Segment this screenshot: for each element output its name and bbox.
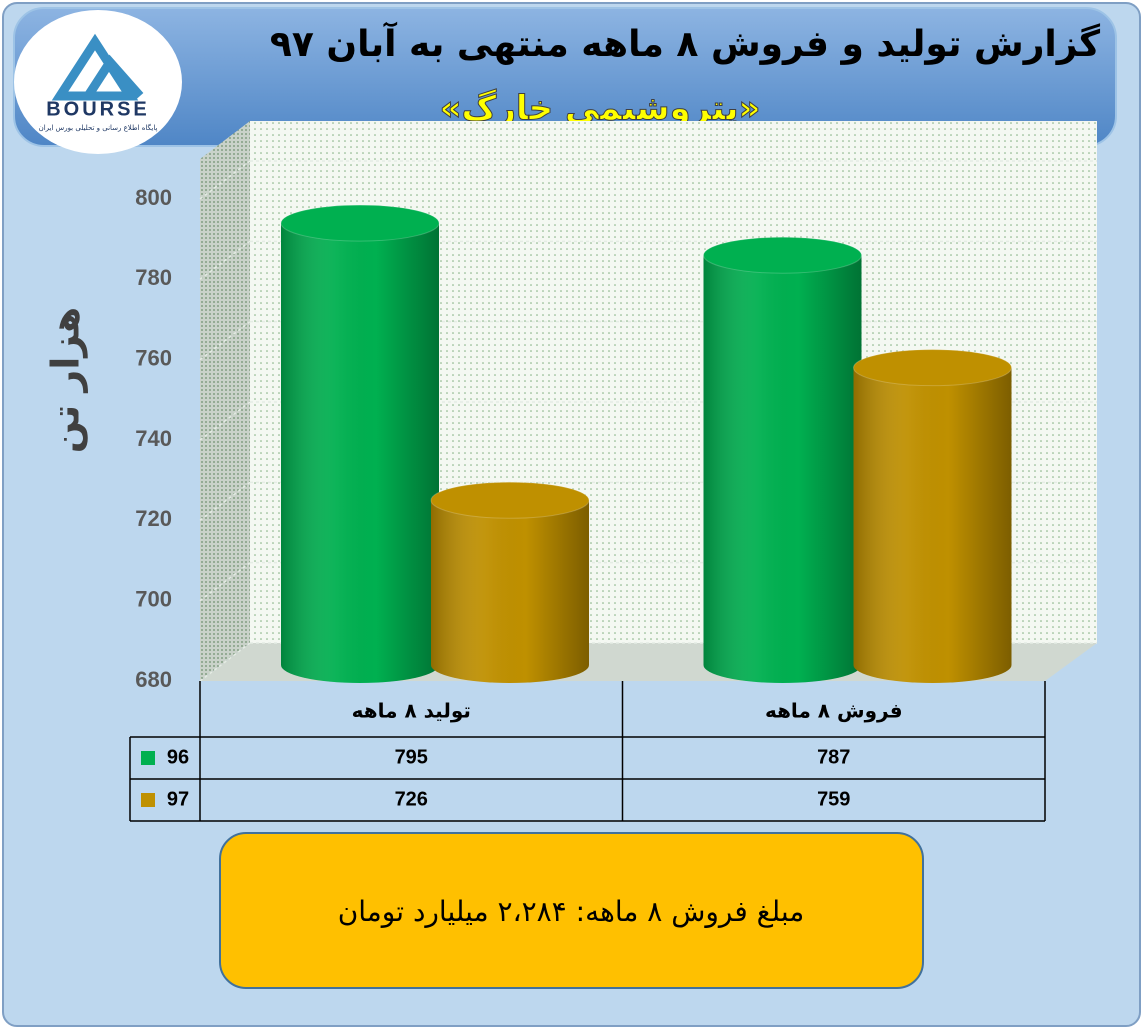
table-value: 726 (395, 788, 428, 810)
y-tick-label: 780 (135, 265, 172, 290)
x-tick-label: فروش ۸ ماهه (765, 699, 903, 723)
table-value: 795 (395, 746, 428, 768)
legend-swatch (141, 751, 155, 765)
table-value: 759 (817, 788, 850, 810)
grid-line (199, 240, 251, 280)
bar-top (853, 349, 1012, 387)
y-tick-label: 740 (135, 426, 172, 451)
bar-shading (431, 500, 589, 683)
y-axis-label: هزار تن (44, 307, 88, 454)
grid-line (199, 562, 251, 602)
legend-swatch (141, 793, 155, 807)
bar-top (430, 481, 590, 519)
footer-box (219, 832, 924, 989)
grid-line (199, 642, 251, 682)
grid-line (199, 321, 251, 361)
y-tick-label: 760 (135, 345, 172, 370)
y-tick-label: 700 (135, 586, 172, 611)
bar-shading (703, 255, 862, 684)
y-tick-label: 720 (135, 506, 172, 531)
grid-line (199, 160, 251, 200)
footer-text: مبلغ فروش ۸ ماهه: ۲،۲۸۴ میلیارد تومان (338, 895, 805, 928)
y-tick-label: 680 (135, 667, 172, 692)
logo-text: BOURSE (46, 98, 150, 120)
bar-top (703, 236, 862, 274)
grid-line (199, 401, 251, 441)
logo-icon (51, 33, 144, 101)
chart: 680 700 720 740 760 780 800 تولید ۸ ماهه فروش ۸ … (129, 121, 1097, 822)
legend-label: 97 (167, 788, 189, 810)
bar-top (280, 204, 440, 242)
bar-shading (853, 367, 1012, 684)
x-tick-label: تولید ۸ ماهه (352, 699, 471, 723)
y-tick-label: 800 (135, 185, 172, 210)
logo-caption: پایگاه اطلاع رسانی و تحلیلی بورس ایران (39, 123, 158, 132)
bar-shading (281, 223, 439, 684)
side-wall (200, 121, 250, 681)
grid-line (199, 481, 251, 521)
table-value: 787 (817, 746, 850, 768)
chart-title: گزارش تولید و فروش ۸ ماهه منتهی به آبان … (270, 21, 1100, 65)
legend-label: 96 (167, 746, 189, 768)
